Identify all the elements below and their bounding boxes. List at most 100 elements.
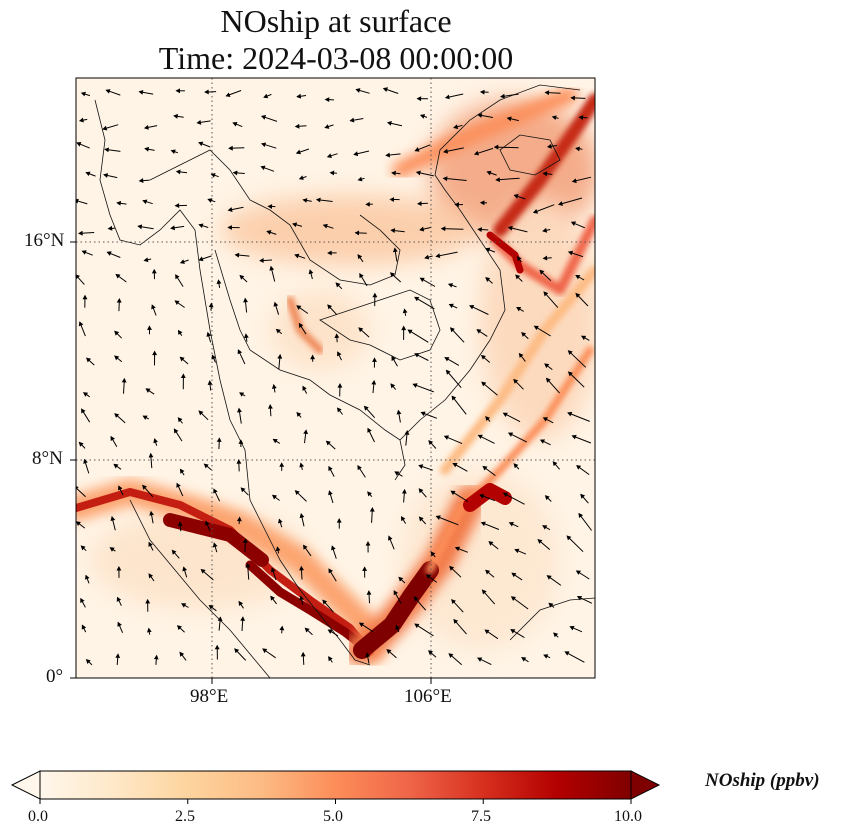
- lon-label-106e: 106°E: [404, 686, 452, 707]
- wind-arrow-head: [424, 254, 430, 260]
- wind-arrow-head: [569, 625, 575, 631]
- wind-arrow-head: [386, 120, 392, 126]
- wind-arrow-head: [216, 437, 222, 442]
- colorbar-tick-5: 5.0: [323, 808, 343, 825]
- wind-arrow-head: [477, 657, 483, 662]
- wind-arrow-head: [153, 438, 158, 444]
- wind-arrow-head: [170, 225, 176, 231]
- wind-arrow-head: [357, 254, 363, 260]
- wind-arrow-head: [453, 618, 459, 624]
- wind-arrow-head: [260, 142, 267, 148]
- wind-arrow-shaft: [414, 623, 434, 637]
- wind-arrow-shaft: [568, 371, 585, 388]
- wind-arrow-head: [334, 333, 340, 339]
- wind-arrow-head: [580, 335, 587, 341]
- wind-arrow-head: [205, 520, 210, 526]
- wind-arrow-head: [485, 247, 491, 253]
- wind-arrow-head: [106, 251, 112, 256]
- wind-arrow-head: [324, 97, 330, 103]
- wind-arrow-head: [207, 198, 213, 203]
- wind-arrow-head: [419, 114, 426, 119]
- wind-arrow-shaft: [566, 535, 584, 553]
- wind-arrow-shaft: [436, 251, 458, 257]
- wind-arrow-shaft: [533, 204, 555, 213]
- wind-arrow-head: [80, 91, 86, 97]
- wind-arrow-head: [299, 513, 305, 519]
- wind-arrow-head: [145, 388, 151, 393]
- colorbar-tick-2-5: 2.5: [175, 808, 195, 825]
- wind-arrow-head: [353, 151, 359, 157]
- wind-arrow-head: [418, 516, 424, 522]
- wind-arrow-head: [121, 377, 127, 383]
- wind-arrow-head: [493, 144, 499, 150]
- wind-arrow-shaft: [413, 383, 434, 393]
- wind-arrow-head: [476, 329, 482, 334]
- wind-arrow-head: [109, 547, 115, 552]
- wind-arrow-head: [416, 96, 422, 102]
- wind-arrow-head: [326, 153, 332, 159]
- wind-arrow-head: [227, 225, 232, 230]
- wind-arrow-head: [303, 429, 309, 435]
- wind-arrow-head: [578, 512, 584, 518]
- wind-arrow-head: [521, 331, 527, 337]
- wind-arrow-head: [543, 291, 549, 297]
- wind-arrow-head: [116, 596, 122, 602]
- wind-arrow-head: [179, 651, 185, 657]
- wind-arrow-head: [571, 178, 577, 184]
- wind-arrow-head: [511, 572, 517, 578]
- wind-arrow-head: [552, 461, 558, 467]
- wind-arrow-head: [546, 575, 552, 580]
- wind-arrow-head: [542, 227, 548, 233]
- lon-label-98e: 98°E: [190, 686, 229, 707]
- wind-arrow-head: [359, 272, 364, 279]
- wind-arrow-head: [430, 551, 436, 557]
- wind-arrow-head: [508, 522, 514, 527]
- wind-arrow-head: [86, 357, 92, 363]
- wind-arrow-head: [545, 377, 551, 383]
- wind-arrow-head: [328, 656, 333, 662]
- wind-arrow-head: [367, 427, 372, 433]
- map-subtitle-time: Time: 2024-03-08 00:00:00: [158, 40, 514, 76]
- wind-arrow-head: [418, 488, 424, 494]
- wind-arrow-head: [548, 602, 554, 608]
- wind-arrow-head: [507, 225, 513, 231]
- wind-arrow-head: [365, 201, 370, 207]
- wind-arrow-head: [516, 306, 522, 312]
- wind-arrow-head: [389, 272, 395, 278]
- wind-arrow-head: [82, 294, 88, 300]
- wind-arrow-head: [117, 621, 122, 627]
- wind-arrow-head: [177, 329, 183, 335]
- wind-arrow-head: [213, 488, 218, 494]
- wind-arrow-head: [292, 222, 298, 228]
- wind-arrow-head: [240, 616, 246, 621]
- wind-arrow-shaft: [451, 395, 467, 415]
- wind-arrow-head: [259, 258, 264, 263]
- wind-arrow-head: [414, 623, 420, 629]
- wind-arrow-shaft: [446, 370, 462, 389]
- wind-arrow-head: [268, 404, 273, 409]
- wind-arrow-head: [81, 250, 87, 255]
- wind-arrow-head: [452, 463, 458, 468]
- colorbar-tick-7-5: 7.5: [471, 808, 491, 825]
- wind-arrow-head: [298, 175, 304, 180]
- wind-arrow-head: [300, 651, 306, 657]
- wind-arrow-head: [181, 603, 187, 608]
- wind-arrow-head: [477, 434, 483, 440]
- wind-arrow-head: [576, 465, 582, 470]
- wind-arrow-head: [580, 493, 586, 499]
- wind-arrow-head: [336, 407, 342, 413]
- wind-arrow-head: [391, 355, 396, 362]
- wind-arrow-head: [198, 223, 204, 229]
- wind-arrow-head: [420, 411, 426, 417]
- wind-arrow-head: [502, 412, 508, 417]
- wind-arrow-head: [327, 304, 333, 310]
- wind-arrow-head: [296, 305, 302, 310]
- wind-arrow-shaft: [558, 197, 583, 205]
- wind-arrow-head: [412, 383, 418, 388]
- wind-arrow-head: [302, 544, 308, 550]
- wind-arrow-head: [362, 566, 368, 571]
- wind-arrow-head: [355, 88, 361, 93]
- wind-arrow-head: [402, 308, 408, 314]
- wind-arrow-head: [566, 535, 572, 541]
- wind-arrow-head: [102, 125, 108, 131]
